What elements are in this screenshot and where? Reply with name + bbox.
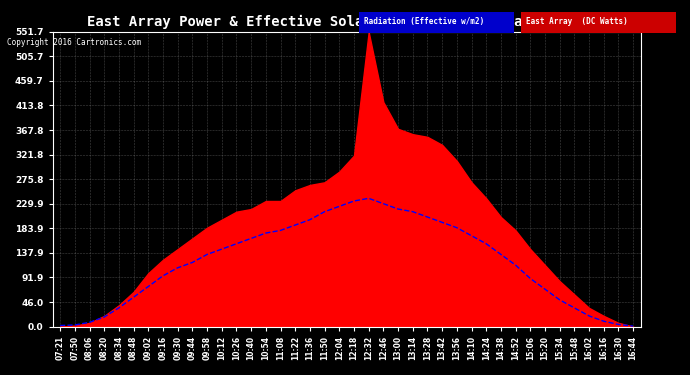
Text: Radiation (Effective w/m2): Radiation (Effective w/m2): [364, 17, 484, 26]
Text: East Array  (DC Watts): East Array (DC Watts): [526, 17, 628, 26]
Text: Copyright 2016 Cartronics.com: Copyright 2016 Cartronics.com: [7, 38, 141, 47]
Title: East Array Power & Effective Solar Radiation  Sat Jan 23 16:48: East Array Power & Effective Solar Radia…: [87, 15, 607, 29]
